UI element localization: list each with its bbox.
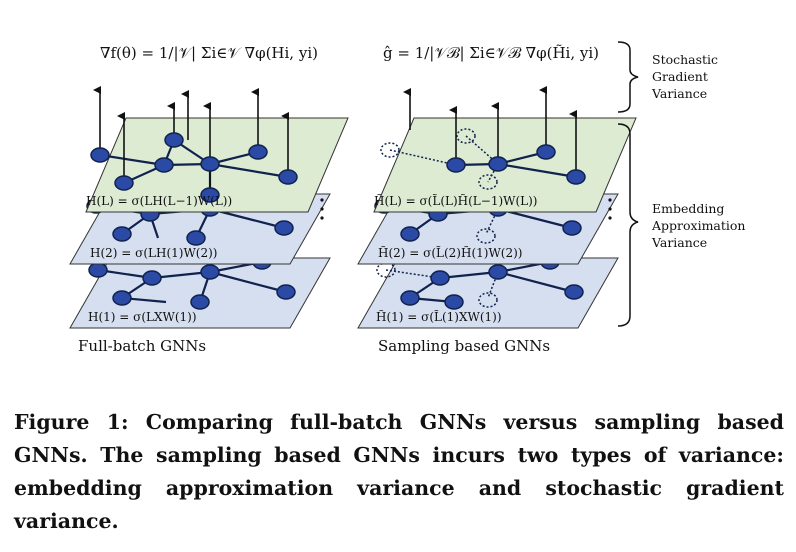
- graph-node: [154, 157, 174, 173]
- embedding-approximation-label: Embedding Approximation Variance: [651, 201, 745, 250]
- graph-node: [488, 156, 508, 172]
- figure-caption: Figure 1: Comparing full-batch GNNs vers…: [14, 410, 784, 533]
- label-line: Variance: [651, 235, 707, 250]
- graph-node: [90, 147, 110, 163]
- label-line: Stochastic: [652, 52, 718, 67]
- graph-node: [400, 226, 420, 242]
- left-layer-stack: H(1) = σ(LXW(1)) H(2) = σ(LH(1)W(2)): [69, 86, 349, 329]
- graph-node: [88, 262, 108, 278]
- right-layer-stack: H̃(1) = σ(L̃(1)XW(1)) H̃(2) = σ(L̃(2)H̃(…: [357, 86, 637, 329]
- graph-node: [112, 290, 132, 306]
- left-layer-L-nodes: [90, 132, 298, 203]
- graph-node: [200, 156, 220, 172]
- right-layer-1-equation: H̃(1) = σ(L̃(1)XW(1)): [376, 309, 502, 324]
- graph-node: [200, 264, 220, 280]
- graph-node: [164, 132, 184, 148]
- label-line: Variance: [651, 86, 707, 101]
- graph-node: [186, 230, 206, 246]
- right-layer-L-nodes: [446, 144, 586, 185]
- graph-node: [276, 284, 296, 300]
- left-layer-1-equation: H(1) = σ(LXW(1)): [88, 310, 197, 324]
- graph-node: [200, 187, 220, 203]
- sampled-out-node: [380, 142, 400, 158]
- graph-node: [562, 220, 582, 236]
- graph-node: [400, 290, 420, 306]
- label-line: Approximation: [651, 218, 745, 233]
- sampled-out-node: [476, 228, 496, 244]
- label-line: Embedding: [652, 201, 724, 216]
- graph-node: [114, 175, 134, 191]
- right-panel-caption: Sampling based GNNs: [378, 337, 550, 355]
- sampled-out-node: [478, 174, 498, 190]
- left-layer-1-nodes: [88, 254, 296, 310]
- right-gradient-formula: ĝ = 1/|𝒱ℬ| Σi∈𝒱ℬ ∇φ(H̃i, yi): [383, 44, 599, 62]
- right-ellipsis: [608, 198, 612, 220]
- graph-node: [564, 284, 584, 300]
- graph-node: [248, 144, 268, 160]
- graph-node: [112, 226, 132, 242]
- figure-diagram: ∇f(θ) = 1/|𝒱| Σi∈𝒱 ∇φ(Hi, yi) ĝ = 1/|𝒱ℬ|…: [69, 41, 745, 355]
- graph-node: [190, 294, 210, 310]
- embedding-approximation-brace: [617, 123, 639, 327]
- right-layer-L-equation: H̃(L) = σ(L̃(L)H̃(L−1)W(L)): [374, 193, 538, 208]
- label-line: Gradient: [652, 69, 708, 84]
- left-gradient-formula: ∇f(θ) = 1/|𝒱| Σi∈𝒱 ∇φ(Hi, yi): [100, 44, 318, 62]
- left-layer-2-equation: H(2) = σ(LH(1)W(2)): [90, 246, 217, 260]
- graph-node: [278, 169, 298, 185]
- graph-node: [444, 294, 464, 310]
- sampled-out-node: [478, 292, 498, 308]
- graph-node: [430, 270, 450, 286]
- right-layer-L-dotted: [380, 128, 499, 190]
- graph-node: [446, 157, 466, 173]
- right-layer-2-equation: H̃(2) = σ(L̃(2)H̃(1)W(2)): [378, 245, 522, 260]
- graph-node: [274, 220, 294, 236]
- left-layer-L-equation: H(L) = σ(LH(L−1)W(L)): [86, 194, 232, 208]
- graph-node: [536, 144, 556, 160]
- graph-node: [566, 169, 586, 185]
- stochastic-gradient-label: Stochastic Gradient Variance: [651, 52, 718, 101]
- right-layer-1-nodes: [400, 254, 584, 310]
- sampled-out-node: [456, 128, 476, 144]
- graph-node: [488, 264, 508, 280]
- stochastic-gradient-brace: [617, 41, 639, 113]
- left-panel-caption: Full-batch GNNs: [78, 337, 206, 355]
- left-layer-L-arrows: [93, 86, 289, 195]
- graph-node: [142, 270, 162, 286]
- right-layer-L-arrows: [403, 86, 577, 177]
- left-ellipsis: [320, 198, 324, 220]
